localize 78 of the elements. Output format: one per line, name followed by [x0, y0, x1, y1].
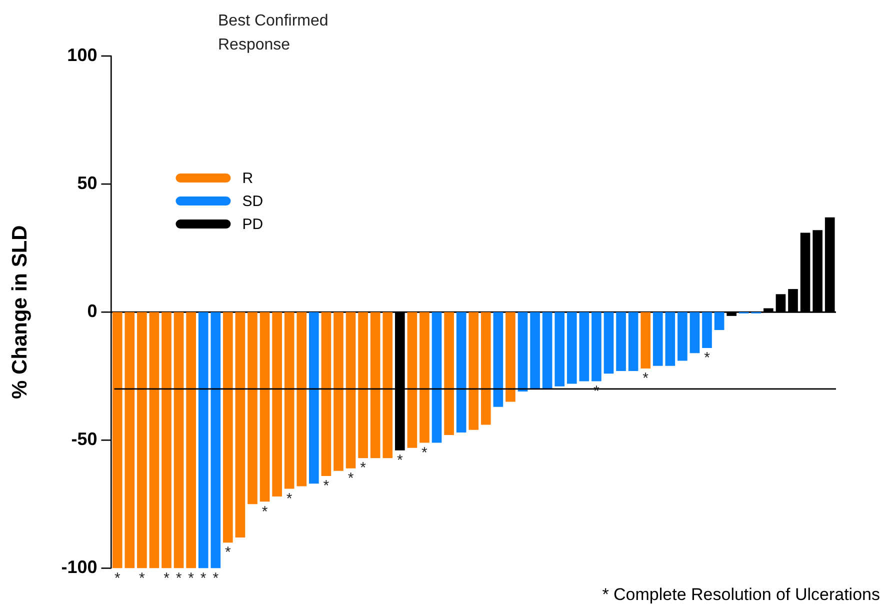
- bar: [198, 312, 208, 568]
- y-axis-title: % Change in SLD: [8, 225, 32, 400]
- bar: [162, 312, 172, 568]
- data-label: *: [225, 544, 232, 562]
- bar: [174, 312, 184, 568]
- data-label: *: [188, 570, 194, 587]
- bar: [493, 312, 504, 407]
- bar: [420, 312, 430, 443]
- data-label: *: [212, 570, 219, 587]
- data-label: *: [594, 382, 600, 400]
- data-label: *: [200, 570, 206, 587]
- bar: [604, 312, 614, 374]
- bar: [346, 312, 356, 468]
- bar: [652, 312, 663, 366]
- bar: [210, 312, 221, 568]
- data-label: *: [164, 570, 170, 587]
- bar: [506, 312, 516, 402]
- y-tick-label: 0: [87, 301, 98, 322]
- bar: [690, 312, 700, 354]
- data-label: *: [422, 444, 428, 462]
- bar: [272, 312, 282, 496]
- bar: [542, 312, 552, 389]
- bar: [284, 312, 294, 489]
- bar: [628, 312, 638, 372]
- y-tick-label: 50: [77, 173, 98, 194]
- bar: [702, 312, 712, 348]
- data-label: *: [323, 478, 330, 495]
- bar: [334, 312, 344, 471]
- bar: [370, 312, 380, 458]
- bar: [468, 312, 479, 430]
- bar: [382, 312, 393, 458]
- bar: [296, 312, 307, 486]
- bar: [518, 312, 528, 392]
- bar: [530, 312, 540, 389]
- data-label: *: [360, 460, 366, 477]
- bar: [566, 312, 577, 384]
- bar: [640, 312, 651, 368]
- bar: [407, 312, 418, 448]
- y-tick-label: 100: [67, 44, 98, 65]
- bar: [137, 312, 147, 568]
- data-label: *: [286, 490, 292, 508]
- data-label: *: [114, 570, 120, 587]
- data-label: *: [348, 470, 354, 487]
- bar: [260, 312, 270, 502]
- data-label: *: [139, 570, 146, 587]
- bar: [678, 312, 688, 361]
- y-tick-label: -100: [61, 557, 98, 578]
- legend-label: SD: [242, 193, 264, 210]
- bar: [309, 312, 319, 484]
- bar: [444, 312, 454, 436]
- bar: [112, 312, 122, 568]
- bar: [149, 312, 160, 568]
- data-label: *: [704, 350, 710, 367]
- data-label: *: [176, 570, 182, 587]
- data-label: *: [262, 503, 268, 520]
- bar: [480, 312, 491, 425]
- bar: [432, 312, 442, 443]
- bar: [665, 312, 676, 366]
- bar: [223, 312, 233, 543]
- legend-label: R: [242, 170, 254, 188]
- bar: [186, 312, 196, 568]
- bar: [554, 312, 565, 386]
- bar: [321, 312, 332, 476]
- bar: [616, 312, 626, 372]
- bar: [358, 312, 368, 458]
- legend-title: Best Confirmed Response: [218, 12, 328, 54]
- bar: [714, 312, 724, 330]
- text: * Complete Resolution of Ulcerations: [602, 585, 880, 604]
- bar: [124, 312, 135, 568]
- bar: [248, 312, 258, 504]
- y-tick-label: -50: [71, 429, 98, 450]
- data-label: *: [396, 452, 403, 470]
- bar: [579, 312, 590, 382]
- bar: [456, 312, 466, 432]
- data-label: *: [642, 370, 649, 388]
- bar: [235, 312, 246, 538]
- legend-label: PD: [242, 216, 264, 234]
- bar: [592, 312, 602, 382]
